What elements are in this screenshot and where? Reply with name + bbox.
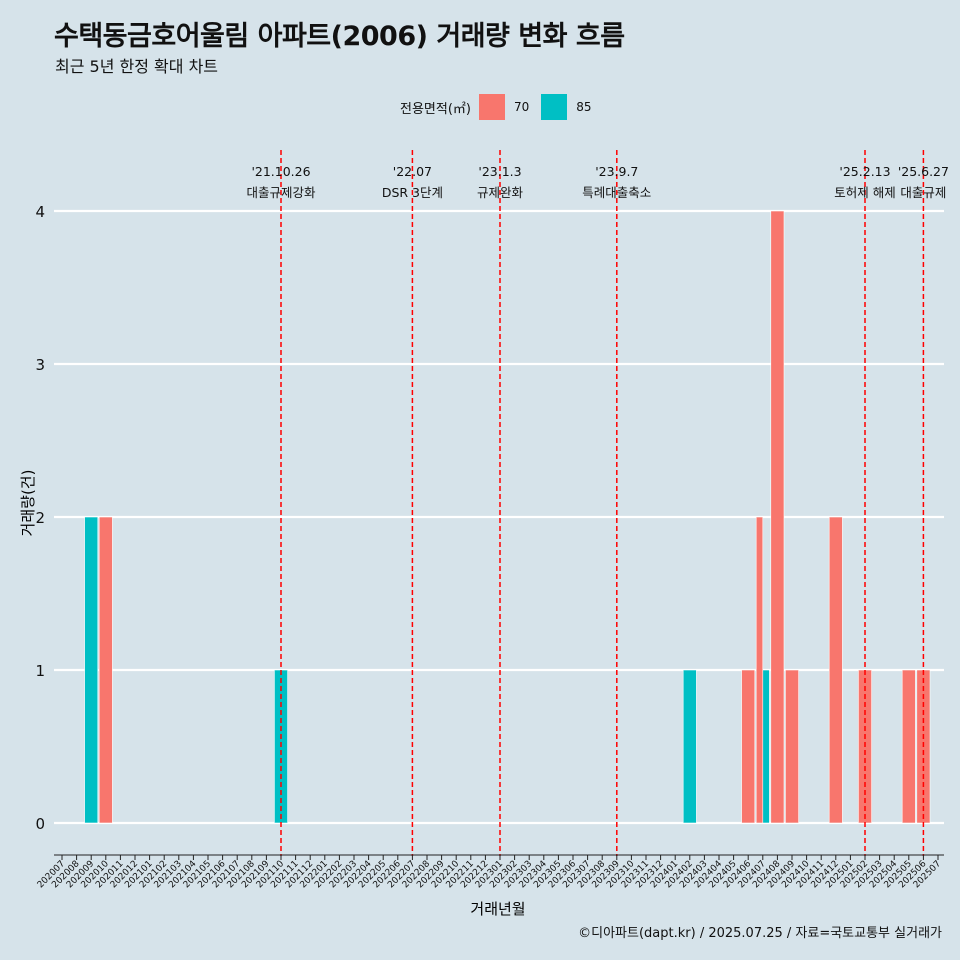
- bar-85-202407: [762, 669, 770, 824]
- bar-70-202409: [785, 669, 799, 824]
- y-axis-label: 거래량(건): [19, 470, 37, 537]
- chart-title: 수택동금호어울림 아파트(2006) 거래량 변화 흐름: [54, 21, 625, 52]
- y-tick-label: 1: [35, 662, 45, 680]
- bar-70-202406: [741, 669, 756, 824]
- event-date: '23.1.3: [478, 164, 521, 179]
- x-axis-label: 거래년월: [470, 900, 525, 918]
- legend-swatch-85: [541, 94, 568, 120]
- y-axis: 0 1 2 3 4: [35, 203, 45, 833]
- bars: [84, 210, 931, 824]
- event-date: '25.6.27: [898, 164, 949, 179]
- y-tick-label: 0: [35, 815, 45, 833]
- bar-70-202010: [98, 516, 113, 824]
- event-date: '23.9.7: [595, 164, 638, 179]
- event-label: 대출규제강화: [246, 185, 316, 200]
- gridlines: [54, 209, 944, 825]
- bar-70-202407: [755, 516, 764, 824]
- legend: 전용면적(㎡) 70 85: [400, 93, 604, 121]
- chart-subtitle: 최근 5년 한정 확대 차트: [55, 57, 219, 76]
- bar-85-202402: [682, 669, 697, 824]
- event-label: 대출규제: [900, 185, 946, 200]
- bar-70-202505: [901, 669, 916, 824]
- legend-title: 전용면적(㎡): [400, 101, 471, 117]
- event-date: '22.07: [393, 164, 432, 179]
- y-tick-label: 2: [35, 509, 45, 527]
- legend-label-70: 70: [513, 100, 530, 114]
- bar-70-202412: [828, 516, 843, 824]
- legend-label-85: 85: [576, 100, 592, 114]
- y-tick-label: 4: [35, 203, 45, 221]
- event-date: '25.2.13: [839, 164, 890, 179]
- event-lines: '21.10.26 대출규제강화 '22.07 DSR 3단계 '23.1.3 규제완화 '…: [246, 150, 949, 856]
- x-axis: 2020072020082020092020102020112020122021…: [36, 854, 944, 890]
- source-caption: ©디아파트(dapt.kr) / 2025.07.25 / 자료=국토교통부 실…: [578, 926, 942, 941]
- bar-85-202009: [84, 516, 99, 824]
- event-label: DSR 3단계: [382, 185, 443, 200]
- bar-70-202408: [770, 210, 785, 824]
- legend-swatch-70: [478, 94, 505, 120]
- y-tick-label: 3: [35, 356, 45, 374]
- event-label: 특례대출축소: [582, 185, 651, 200]
- event-label: 규제완화: [477, 185, 524, 200]
- event-label: 토허제 해제: [834, 185, 895, 200]
- event-date: '21.10.26: [251, 164, 310, 179]
